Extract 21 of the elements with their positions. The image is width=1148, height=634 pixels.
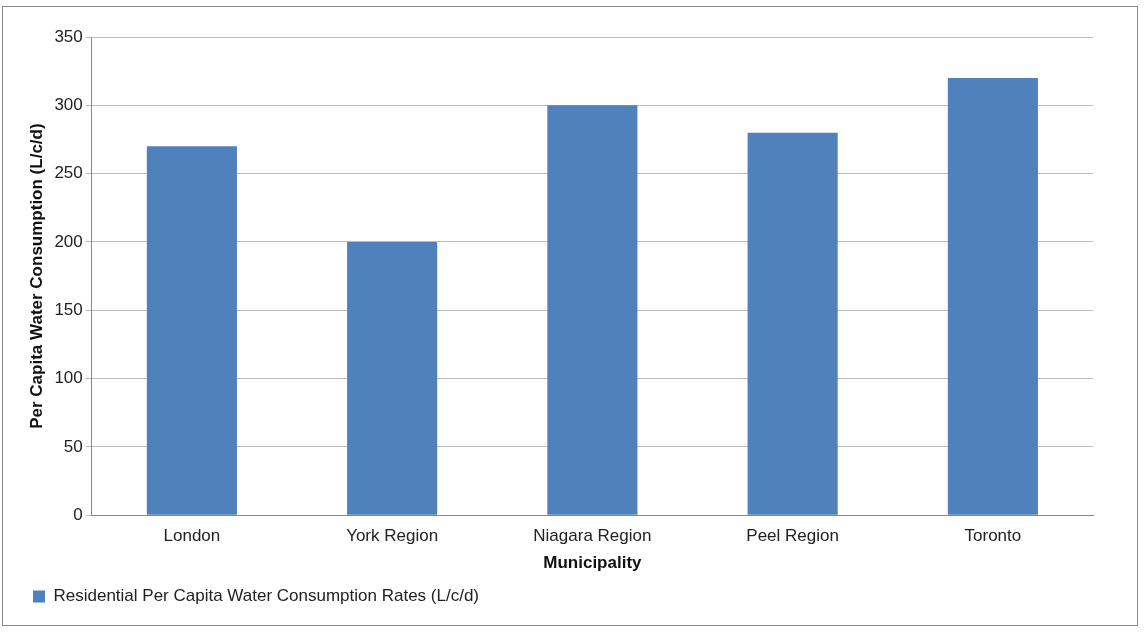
x-tick-label: Peel Region [746, 526, 839, 546]
bar [347, 241, 438, 515]
y-tick-label: 300 [54, 95, 83, 114]
x-tick-label: London [163, 526, 221, 546]
y-tick-label: 50 [63, 436, 83, 456]
bar [547, 105, 638, 515]
x-axis-title: Municipality [543, 553, 643, 573]
y-axis-title: Per Capita Water Consumption (L/c/d) [26, 123, 46, 429]
x-tick-label: Toronto [964, 526, 1022, 546]
y-tick-label: 250 [54, 163, 83, 183]
bar [947, 77, 1038, 515]
y-tick-label: 150 [54, 299, 83, 319]
y-tick-label: 350 [54, 26, 83, 46]
x-tick-label: Niagara Region [533, 526, 652, 546]
bar [146, 146, 237, 515]
x-tick-label: York Region [346, 526, 439, 546]
y-tick-label: 0 [73, 504, 83, 524]
legend-label: Residential Per Capita Water Consumption Rates (L/c/d) [53, 586, 479, 606]
y-tick-label: 200 [54, 231, 83, 251]
y-tick-label: 100 [54, 368, 83, 388]
bar [747, 132, 838, 515]
